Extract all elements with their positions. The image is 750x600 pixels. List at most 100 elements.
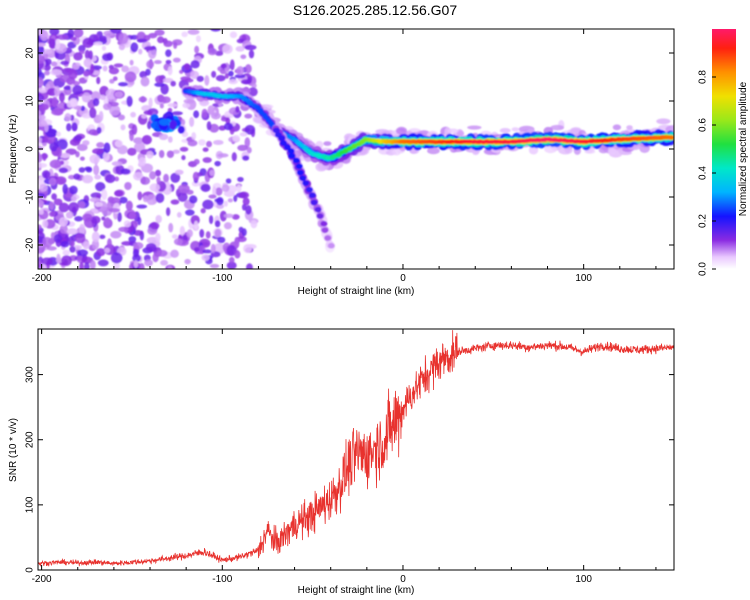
- spectrogram-noise-cell: [117, 145, 128, 155]
- spectrogram-noise-cell: [62, 183, 68, 195]
- spectrogram-noise-cell: [70, 36, 77, 41]
- spectrogram-noise-cell: [38, 114, 46, 121]
- spectrogram-noise-cell: [38, 243, 45, 248]
- spectrogram-noise-cell: [124, 181, 132, 191]
- spectrogram-noise-cell: [148, 97, 153, 108]
- spectrogram-ridge-cell: [284, 144, 292, 150]
- spectrogram-noise-cell: [114, 140, 123, 148]
- spectrogram-noise-cell: [70, 196, 77, 202]
- spectrogram-noise-cell: [209, 123, 220, 133]
- spectrogram-noise-cell: [104, 247, 111, 254]
- colorbar-tick-label: 0.4: [698, 166, 709, 180]
- spectrogram-noise-cell: [114, 176, 120, 182]
- spectrogram-noise-cell: [51, 109, 64, 116]
- spectrogram-noise-cell: [65, 148, 77, 155]
- spectrogram-noise-cell: [62, 249, 70, 256]
- spectrogram-noise-cell: [162, 77, 174, 84]
- spectrogram-noise-cell: [58, 202, 70, 213]
- spectrogram-noise-cell: [42, 152, 47, 161]
- spectrogram-noise-cell: [207, 48, 218, 56]
- spectrogram-noise-cell: [159, 103, 164, 109]
- spectrogram-noise-cell: [238, 191, 250, 199]
- spectrogram-noise-cell: [112, 76, 118, 81]
- spectrogram-noise-cell: [183, 63, 191, 71]
- spectrogram-halo-cell: [447, 128, 459, 134]
- spectrogram-noise-cell: [96, 142, 105, 148]
- spectrogram-noise-cell: [180, 118, 186, 126]
- spectrogram-noise-cell: [91, 231, 100, 243]
- spectrogram-noise-cell: [56, 131, 62, 137]
- spectrogram-noise-cell: [110, 252, 123, 264]
- spectrogram-noise-cell: [223, 122, 234, 131]
- spectrogram-noise-cell: [70, 240, 75, 247]
- spectrogram-noise-cell: [211, 70, 217, 78]
- spectrogram-noise-cell: [190, 70, 200, 80]
- spectrogram-ridge-cell: [305, 186, 313, 193]
- spectrogram-noise-cell: [178, 184, 190, 194]
- spectrogram-noise-cell: [78, 167, 86, 173]
- spectrogram-noise-cell: [58, 216, 69, 227]
- spectrogram-noise-cell: [48, 211, 56, 217]
- spectrogram-ridge-cell: [278, 135, 286, 141]
- spectrogram-noise-cell: [108, 67, 120, 75]
- spectrogram-noise-cell: [240, 79, 252, 85]
- spectrogram-noise-cell: [99, 94, 106, 101]
- spectrogram-x-tick-label: 0: [400, 273, 406, 284]
- spectrogram-noise-cell: [246, 146, 252, 154]
- spectrogram-noise-cell: [38, 110, 42, 117]
- spectrogram-noise-cell: [61, 255, 72, 266]
- spectrogram-noise-cell: [171, 234, 178, 239]
- spectrogram-noise-cell: [231, 152, 237, 162]
- spectrogram-noise-cell: [177, 192, 188, 202]
- snr-y-tick-label: 300: [25, 366, 36, 383]
- spectrogram-noise-cell: [181, 155, 186, 161]
- spectrogram-noise-cell: [213, 243, 226, 254]
- spectrogram-noise-cell: [193, 110, 200, 119]
- spectrogram-blob-cell: [158, 118, 170, 126]
- spectrogram-noise-cell: [199, 229, 205, 238]
- spectrogram-noise-cell: [234, 250, 241, 259]
- spectrogram-noise-cell: [226, 245, 237, 257]
- spectrogram-noise-cell: [165, 59, 172, 65]
- spectrogram-noise-cell: [53, 198, 63, 206]
- spectrogram-noise-cell: [217, 153, 229, 158]
- spectrogram-halo-cell: [375, 129, 390, 135]
- spectrogram-noise-cell: [43, 70, 50, 76]
- spectrogram-noise-cell: [236, 38, 245, 44]
- spectrogram-noise-cell: [179, 225, 185, 236]
- spectrogram-noise-cell: [49, 141, 59, 152]
- spectrogram-noise-cell: [161, 96, 171, 104]
- spectrogram-noise-cell: [55, 176, 67, 185]
- spectrogram-noise-cell: [224, 73, 229, 79]
- snr-x-tick-label: 100: [575, 574, 592, 585]
- snr-y-label: SNR (10 * v/v): [8, 418, 19, 482]
- spectrogram-noise-cell: [71, 122, 78, 132]
- spectrogram-noise-cell: [179, 146, 189, 152]
- spectrogram-noise-cell: [202, 157, 212, 163]
- spectrogram-noise-cell: [96, 126, 102, 134]
- spectrogram-noise-cell: [133, 137, 144, 144]
- spectrogram-halo-cell: [584, 149, 596, 154]
- spectrogram-noise-cell: [181, 31, 188, 38]
- spectrogram-noise-cell: [118, 82, 129, 87]
- spectrogram-noise-cell: [192, 171, 200, 181]
- spectrogram-noise-cell: [118, 33, 129, 45]
- spectrogram-noise-cell: [107, 196, 115, 203]
- spectrogram-noise-cell: [130, 42, 139, 53]
- spectrogram-ridge-cell: [288, 153, 296, 159]
- spectrogram-noise-cell: [137, 216, 142, 226]
- spectrogram-noise-cell: [83, 70, 90, 77]
- spectrogram-noise-cell: [212, 186, 217, 197]
- spectrogram-noise-cell: [172, 57, 181, 63]
- spectrogram-noise-cell: [101, 45, 107, 51]
- spectrogram-noise-cell: [208, 215, 214, 225]
- spectrogram-halo-cell: [598, 146, 609, 154]
- spectrogram-noise-cell: [125, 200, 133, 211]
- spectrogram-noise-cell: [38, 119, 48, 127]
- spectrogram-noise-cell: [152, 253, 159, 263]
- spectrogram-noise-cell: [97, 259, 109, 267]
- spectrogram-noise-cell: [117, 212, 122, 223]
- spectrogram-noise-cell: [58, 102, 65, 109]
- spectrogram-noise-cell: [148, 32, 158, 39]
- spectrogram-noise-cell: [176, 212, 182, 218]
